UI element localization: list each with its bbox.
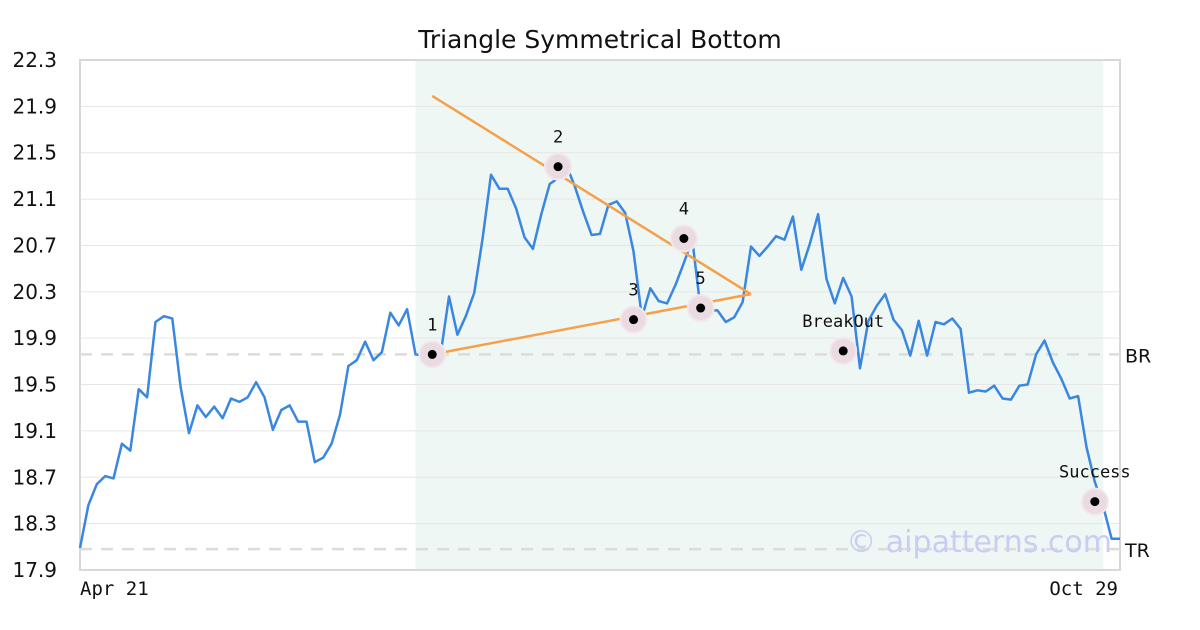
y-tick-label: 19.1 <box>12 419 57 443</box>
pattern-point-label: 2 <box>553 128 563 148</box>
pattern-point-label: 4 <box>679 200 689 220</box>
pattern-point <box>629 315 639 325</box>
y-tick-label: 22.3 <box>12 48 57 72</box>
x-tick-label-start: Apr 21 <box>80 578 149 600</box>
pattern-point <box>838 346 848 356</box>
pattern-highlight <box>415 60 1104 570</box>
y-tick-label: 19.5 <box>12 373 57 397</box>
pattern-point <box>679 234 689 243</box>
pattern-point-label: 5 <box>696 269 706 289</box>
pattern-point <box>553 162 563 172</box>
pattern-point <box>427 349 437 359</box>
pattern-point <box>1090 497 1100 507</box>
y-tick-label: 21.9 <box>12 94 57 118</box>
pattern-point-label: 3 <box>628 281 638 301</box>
pattern-point-label: BreakOut <box>802 312 884 332</box>
x-tick-label-end: Oct 29 <box>1049 578 1118 600</box>
y-tick-label: 21.5 <box>12 141 57 165</box>
pattern-point <box>696 303 706 313</box>
y-tick-label: 18.3 <box>12 512 57 536</box>
reference-label-tr: TR <box>1124 540 1150 562</box>
price-series-line <box>78 164 1120 549</box>
triangle-upper-line <box>431 94 752 296</box>
plot-area: 22.3 21.9 21.5 21.1 20.7 20.3 19.9 19.5 19.1 18.7… <box>12 48 1151 600</box>
pattern-point-label: 1 <box>427 315 437 335</box>
y-tick-label: 18.7 <box>12 465 57 489</box>
y-tick-label: 20.7 <box>12 233 57 257</box>
y-tick-label: 20.3 <box>12 280 57 304</box>
y-tick-label: 17.9 <box>12 558 57 582</box>
y-tick-label: 21.1 <box>12 187 57 211</box>
chart-title: Triangle Symmetrical Bottom <box>417 25 782 54</box>
pattern-point-label: Success <box>1059 463 1131 483</box>
plot-frame <box>79 59 1121 571</box>
y-tick-label: 19.9 <box>12 326 57 350</box>
watermark: © aipatterns.com <box>846 525 1112 560</box>
reference-label-br: BR <box>1125 345 1151 367</box>
